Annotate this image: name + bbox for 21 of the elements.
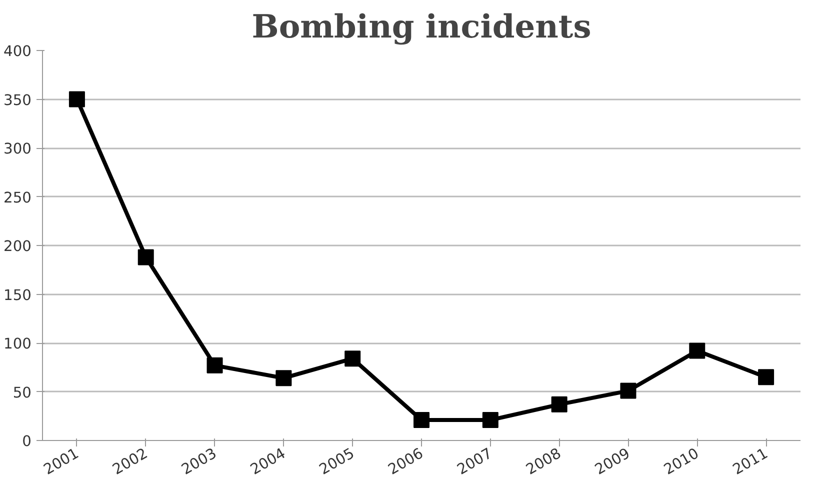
y-tick-label: 0 <box>22 433 32 450</box>
point <box>206 357 223 374</box>
y-tick-label: 400 <box>4 43 32 60</box>
y-tick-label: 250 <box>4 189 32 206</box>
point <box>482 412 498 428</box>
y-tick-label: 350 <box>4 92 32 109</box>
y-tick-label: 150 <box>4 286 32 304</box>
point <box>620 382 636 399</box>
y-tick-label: 300 <box>4 140 32 158</box>
point <box>138 249 154 266</box>
point <box>689 342 706 359</box>
chart-title: Bombing incidents <box>252 8 592 46</box>
point <box>344 350 361 367</box>
y-tick-label: 200 <box>4 238 32 255</box>
point <box>758 369 774 386</box>
y-tick-label: 100 <box>4 336 32 352</box>
point <box>68 91 85 108</box>
point <box>551 396 568 412</box>
point <box>276 370 292 386</box>
point <box>414 412 430 428</box>
y-tick-label: 50 <box>12 384 32 402</box>
